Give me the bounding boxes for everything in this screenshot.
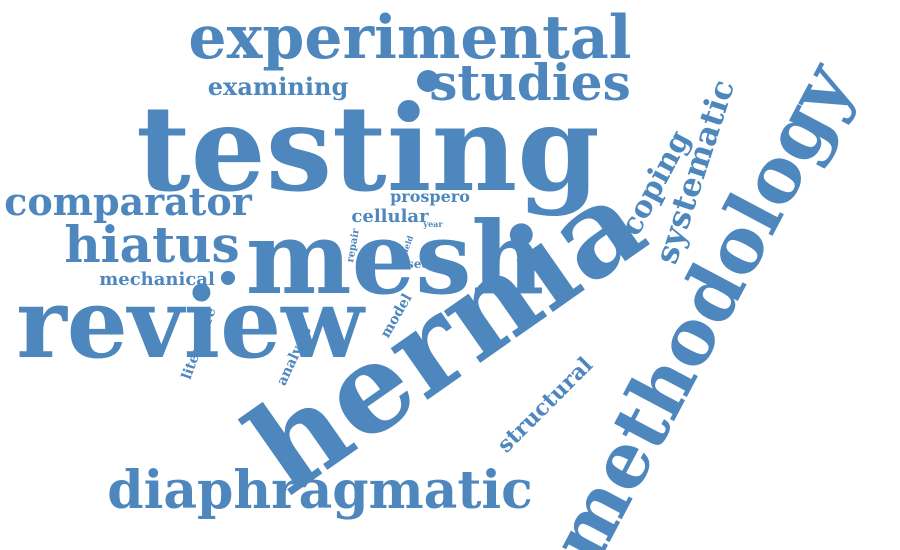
word-examining: examining [208,72,349,101]
word-mechanical: mechanical [99,269,215,290]
word-comparator: comparator [4,179,252,224]
word-experimental: experimental [188,3,631,73]
dot-studies [417,70,439,92]
word-studies: studies [429,53,631,112]
word-testing: testing [136,79,600,218]
word-review: review [16,267,366,380]
word-mesh: mesh [246,199,544,317]
word-diaphragmatic: diaphragmatic [107,460,533,521]
word-hiatus: hiatus [64,215,239,274]
word-prospero: prospero [390,187,470,206]
dot-mechanical [221,271,235,285]
word-used: used [398,257,430,271]
word-year: year [422,219,443,229]
word-cellular: cellular [351,206,429,227]
